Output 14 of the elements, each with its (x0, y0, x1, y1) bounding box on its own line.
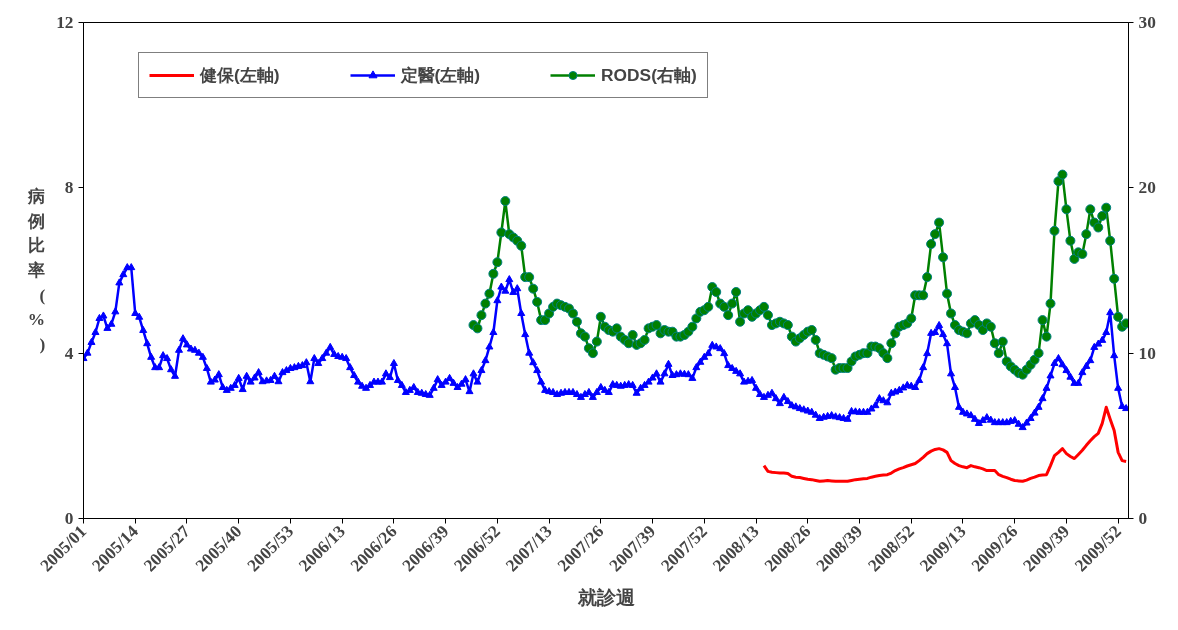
y-axis-title: 病例比率(%) (27, 186, 46, 355)
y-tick-label: 4 (64, 343, 74, 363)
y-tick-label: 8 (64, 178, 74, 198)
y-tick-label: 12 (56, 13, 74, 32)
line-series (762, 405, 1128, 483)
x-axis-title: 就診週 (576, 587, 635, 609)
y-tick-label: 0 (64, 509, 74, 528)
legend-label: RODS(右軸) (601, 64, 697, 87)
y2-tick-label: 0 (1138, 509, 1148, 528)
legend-label: 健保(左軸) (200, 64, 280, 87)
y2-tick-label: 30 (1138, 13, 1156, 32)
y2-tick-label: 10 (1138, 343, 1156, 363)
legend-label: 定醫(左軸) (400, 64, 481, 87)
y2-tick-label: 20 (1138, 178, 1156, 198)
